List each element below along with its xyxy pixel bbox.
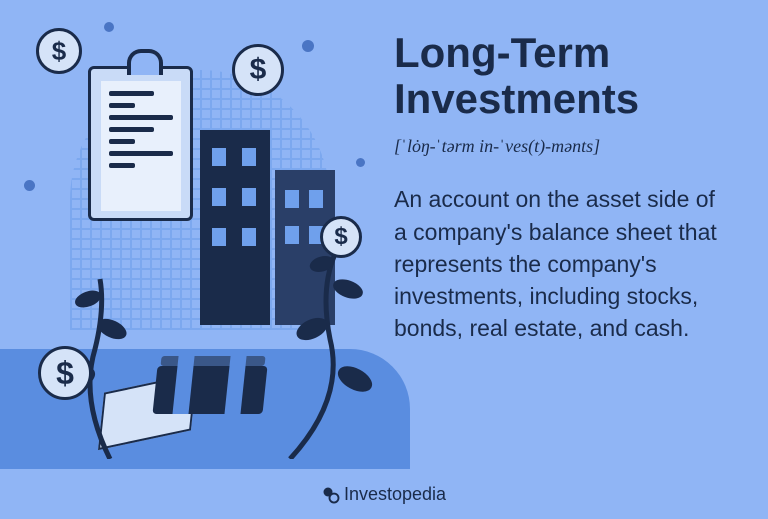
building-window — [242, 148, 256, 166]
building-window — [212, 188, 226, 206]
illustration-panel: $ $ $ $ — [0, 0, 384, 519]
building-window — [285, 190, 299, 208]
decorative-dot — [24, 180, 35, 191]
dollar-coin-icon: $ — [232, 44, 284, 96]
clipboard-text-line — [109, 103, 135, 108]
text-panel: Long-Term Investments [ˈlȯŋ-ˈtərm in-ˈve… — [384, 0, 768, 519]
clipboard-paper — [101, 81, 181, 211]
plant-right-icon — [260, 239, 390, 459]
building-window — [212, 228, 226, 246]
infographic-card: $ $ $ $ Long-Term Investments [ˈlȯŋ-ˈtərm i… — [0, 0, 768, 519]
clipboard-text-line — [109, 127, 154, 132]
clipboard-text-line — [109, 139, 135, 144]
clipboard-text-line — [109, 151, 173, 156]
decorative-dot — [302, 40, 314, 52]
clipboard-text-line — [109, 91, 154, 96]
building-window — [212, 148, 226, 166]
decorative-dot — [104, 22, 114, 32]
clipboard-text-line — [109, 163, 135, 168]
decorative-dot — [356, 158, 365, 167]
building-window — [309, 190, 323, 208]
building-window — [242, 228, 256, 246]
term-title: Long-Term Investments — [394, 30, 728, 122]
clipboard-text-line — [109, 115, 173, 120]
investopedia-logo-icon — [322, 486, 340, 504]
brand-footer: Investopedia — [0, 484, 768, 505]
brand-name: Investopedia — [344, 484, 446, 505]
pronunciation-text: [ˈlȯŋ-ˈtərm in-ˈves(t)-mənts] — [394, 136, 728, 157]
dollar-coin-icon: $ — [320, 216, 362, 258]
clipboard-icon — [88, 66, 193, 221]
building-window — [242, 188, 256, 206]
definition-text: An account on the asset side of a compan… — [394, 183, 728, 344]
dollar-coin-icon: $ — [38, 346, 92, 400]
dollar-coin-icon: $ — [36, 28, 82, 74]
